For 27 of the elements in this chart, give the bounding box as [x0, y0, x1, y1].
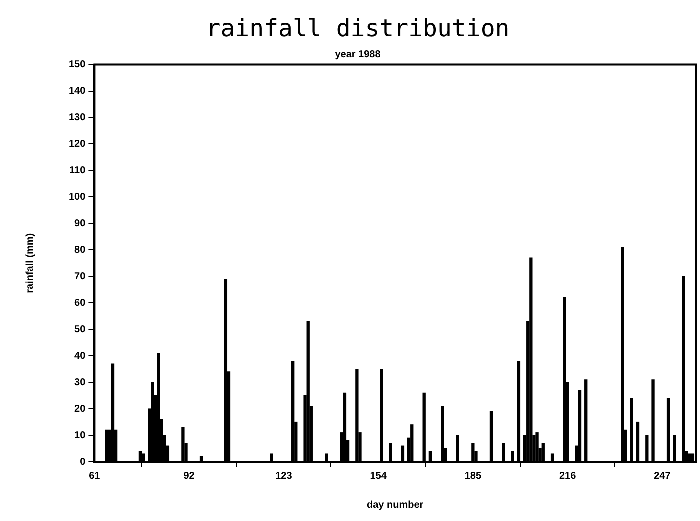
y-tick-label: 90 [74, 218, 86, 230]
chart-subtitle: year 1988 [335, 50, 382, 61]
x-tick-label: 123 [276, 470, 293, 482]
x-tick-label: 92 [184, 470, 196, 482]
y-tick-label: 40 [74, 350, 86, 362]
y-tick-label: 10 [74, 430, 86, 442]
y-tick-label: 110 [70, 165, 86, 176]
x-tick-label: 216 [559, 470, 577, 482]
y-tick-label: 60 [74, 298, 86, 309]
y-tick-label: 30 [74, 377, 86, 388]
x-tick-label: 154 [370, 470, 388, 482]
y-axis-title: rainfall (mm) [24, 233, 36, 294]
y-tick-label: 130 [68, 112, 86, 124]
y-tick-label: 0 [80, 456, 86, 468]
y-tick-label: 150 [68, 60, 86, 71]
y-tick-label: 100 [68, 192, 86, 203]
chart-title: rainfall distribution [206, 14, 510, 43]
y-tick-label: 50 [74, 324, 86, 336]
y-tick-label: 70 [74, 271, 86, 282]
x-tick-label: 247 [654, 470, 672, 482]
y-tick-label: 80 [74, 244, 86, 256]
y-tick-label: 20 [74, 404, 86, 415]
y-tick-label: 140 [68, 86, 86, 98]
x-tick-label: 61 [89, 470, 101, 482]
y-tick-label: 120 [68, 138, 86, 150]
x-tick-label: 185 [464, 470, 482, 482]
x-axis-title: day number [367, 500, 424, 511]
